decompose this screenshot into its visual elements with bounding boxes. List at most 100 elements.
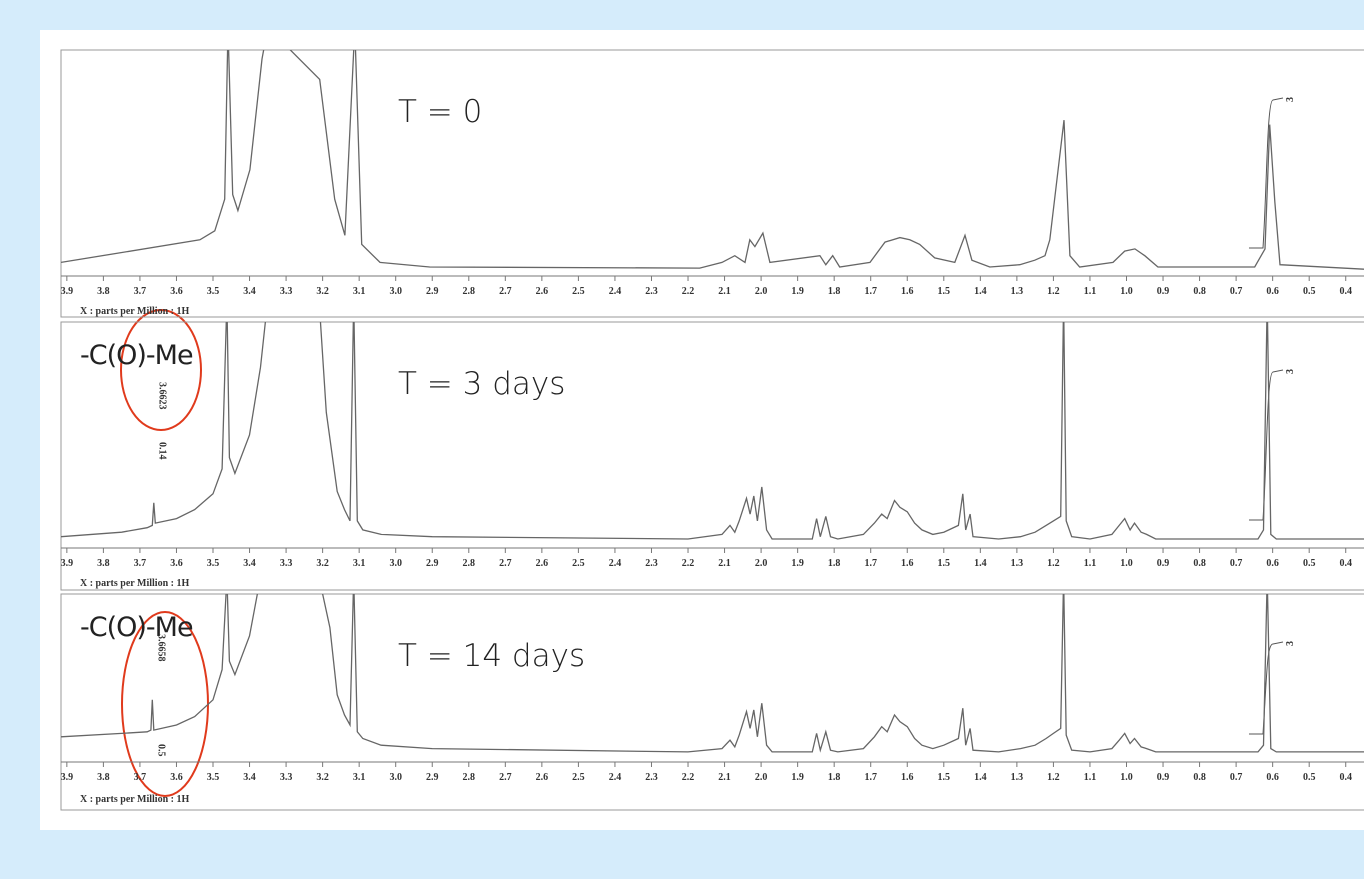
x-tick-label: 2.4	[609, 286, 622, 297]
peak-integral-label: 0.14	[157, 442, 168, 460]
x-tick-label: 0.7	[1230, 286, 1243, 297]
x-tick-label: 1.3	[1011, 558, 1024, 569]
x-tick-label: 3.7	[134, 558, 147, 569]
integral-label: 3	[1285, 369, 1296, 374]
x-tick-label: 1.0	[1120, 558, 1133, 569]
x-axis-label: X : parts per Million : 1H	[80, 306, 189, 317]
x-tick-label: 2.6	[536, 558, 549, 569]
x-tick-label: 2.4	[609, 772, 622, 783]
x-tick-label: 3.6	[170, 772, 183, 783]
x-tick-label: 3.8	[97, 772, 110, 783]
x-tick-label: 2.8	[463, 558, 476, 569]
highlight-ellipse	[120, 309, 202, 431]
x-tick-label: 3.0	[389, 772, 402, 783]
x-tick-label: 2.8	[463, 772, 476, 783]
panel-frame	[60, 593, 1364, 811]
x-tick-label: 1.5	[938, 772, 951, 783]
x-tick-label: 2.1	[718, 558, 731, 569]
x-tick-label: 2.4	[609, 558, 622, 569]
x-tick-label: 3.8	[97, 558, 110, 569]
x-tick-label: 1.5	[938, 558, 951, 569]
x-tick-label: 1.0	[1120, 772, 1133, 783]
x-tick-label: 3.0	[389, 558, 402, 569]
x-tick-label: 1.7	[864, 772, 877, 783]
x-tick-label: 2.5	[572, 286, 585, 297]
panel-title: T = 3 days	[398, 366, 565, 402]
x-tick-label: 1.7	[864, 286, 877, 297]
integral-label: 3	[1285, 641, 1296, 646]
x-axis-label: X : parts per Million : 1H	[80, 578, 189, 589]
x-tick-label: 2.7	[499, 558, 512, 569]
figure-background	[40, 30, 1364, 830]
x-tick-label: 3.5	[207, 286, 220, 297]
group-label: -C(O)-Me	[80, 340, 193, 371]
x-tick-label: 0.9	[1157, 772, 1170, 783]
panel-frame	[60, 321, 1364, 591]
x-tick-label: 3.4	[243, 558, 256, 569]
x-tick-label: 2.0	[755, 286, 768, 297]
x-tick-label: 0.4	[1339, 558, 1352, 569]
x-tick-label: 3.9	[61, 772, 74, 783]
x-tick-label: 2.7	[499, 772, 512, 783]
x-tick-label: 0.9	[1157, 558, 1170, 569]
x-tick-label: 3.9	[61, 558, 74, 569]
x-tick-label: 3.9	[61, 286, 74, 297]
x-tick-label: 3.5	[207, 772, 220, 783]
x-tick-label: 2.9	[426, 772, 439, 783]
x-axis-label: X : parts per Million : 1H	[80, 794, 189, 805]
x-tick-label: 2.2	[682, 558, 695, 569]
x-tick-label: 3.1	[353, 286, 366, 297]
peak-integral-label: 0.5	[155, 744, 166, 757]
x-tick-label: 2.3	[645, 558, 658, 569]
x-tick-label: 1.3	[1011, 286, 1024, 297]
x-tick-label: 1.4	[974, 286, 987, 297]
x-tick-label: 3.2	[316, 286, 329, 297]
x-tick-label: 3.6	[170, 558, 183, 569]
x-tick-label: 1.8	[828, 286, 841, 297]
panel-frame	[60, 49, 1364, 318]
x-tick-label: 2.9	[426, 286, 439, 297]
x-tick-label: 2.7	[499, 286, 512, 297]
x-tick-label: 2.0	[755, 558, 768, 569]
peak-label: 3.6658	[155, 634, 166, 662]
x-tick-label: 0.8	[1193, 772, 1206, 783]
x-tick-label: 3.1	[353, 558, 366, 569]
x-tick-label: 0.5	[1303, 286, 1316, 297]
x-tick-label: 1.1	[1084, 772, 1097, 783]
x-tick-label: 3.7	[134, 286, 147, 297]
x-tick-label: 1.6	[901, 558, 914, 569]
x-tick-label: 1.2	[1047, 772, 1060, 783]
x-tick-label: 0.7	[1230, 558, 1243, 569]
spectrum-line	[61, 594, 1364, 753]
x-tick-label: 0.8	[1193, 286, 1206, 297]
integral-curve	[1249, 97, 1284, 249]
x-tick-label: 1.4	[974, 558, 987, 569]
x-tick-label: 1.7	[864, 558, 877, 569]
x-tick-label: 1.1	[1084, 558, 1097, 569]
x-tick-label: 1.9	[791, 772, 804, 783]
x-tick-label: 0.7	[1230, 772, 1243, 783]
x-tick-label: 3.2	[316, 558, 329, 569]
x-tick-label: 2.1	[718, 772, 731, 783]
x-tick-label: 3.8	[97, 286, 110, 297]
x-tick-label: 1.9	[791, 558, 804, 569]
spectrum-line	[61, 50, 1364, 270]
x-tick-label: 3.2	[316, 772, 329, 783]
panel-title: T = 0	[398, 94, 482, 130]
x-tick-label: 1.0	[1120, 286, 1133, 297]
x-tick-label: 2.9	[426, 558, 439, 569]
x-tick-label: 3.3	[280, 558, 293, 569]
x-tick-label: 1.2	[1047, 286, 1060, 297]
x-tick-label: 2.2	[682, 286, 695, 297]
x-tick-label: 2.6	[536, 286, 549, 297]
x-tick-label: 0.9	[1157, 286, 1170, 297]
x-tick-label: 2.1	[718, 286, 731, 297]
x-tick-label: 1.1	[1084, 286, 1097, 297]
group-label: -C(O)-Me	[80, 612, 193, 643]
x-tick-label: 2.5	[572, 772, 585, 783]
x-tick-label: 1.2	[1047, 558, 1060, 569]
x-tick-label: 2.3	[645, 772, 658, 783]
x-tick-label: 0.6	[1266, 772, 1279, 783]
x-tick-label: 0.5	[1303, 772, 1316, 783]
